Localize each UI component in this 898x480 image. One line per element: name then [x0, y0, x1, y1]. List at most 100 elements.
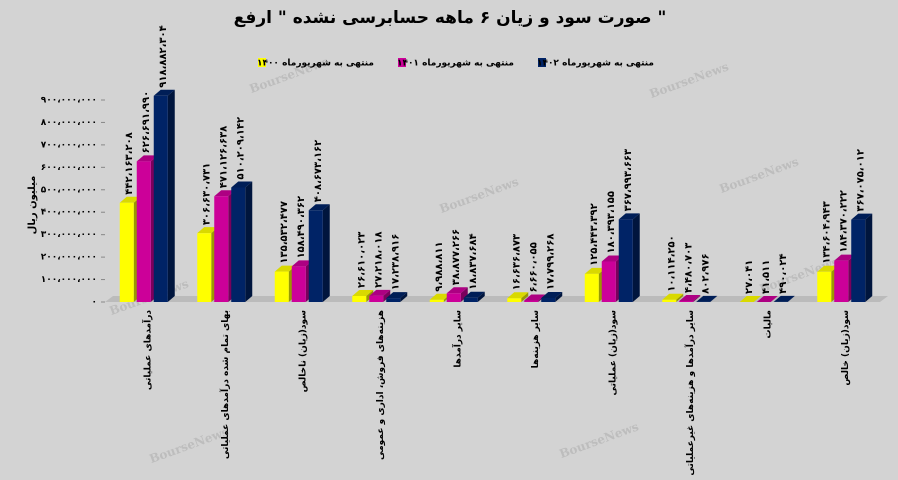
bar-top	[817, 265, 839, 272]
x-tick-label: مالیات	[763, 310, 773, 338]
bar-side	[322, 204, 330, 302]
watermark: BourseNews	[647, 59, 730, 101]
bar-side	[167, 89, 175, 303]
bar-top	[541, 292, 563, 299]
value-label: ۳۶۷،۹۹۳،۶۶۳	[623, 149, 634, 212]
bar-side	[383, 289, 391, 302]
value-label: ۱۰،۱۱۴،۲۵۰	[666, 235, 677, 291]
bar-top	[524, 294, 546, 301]
value-label: ۴۹۰،۰۲۴	[778, 253, 789, 293]
value-label: ۱۷،۷۹۹،۲۶۸	[545, 234, 556, 290]
bar	[231, 187, 246, 302]
bar	[119, 202, 134, 302]
bar	[679, 300, 694, 302]
legend-swatch	[258, 58, 266, 67]
legend-swatch	[538, 58, 546, 67]
bar	[308, 210, 323, 302]
x-tick-label: بهای تمام شده درآمدهای عملیاتی	[219, 310, 231, 459]
x-tick-label: سایر درآمدها	[451, 310, 463, 368]
bar	[369, 295, 384, 302]
bar-top	[679, 294, 701, 301]
watermark: BourseNews	[557, 419, 640, 461]
value-label: ۴۴۲،۱۶۳،۲۰۸	[124, 132, 135, 195]
watermark: BourseNews	[147, 424, 230, 466]
bar-top	[119, 196, 141, 203]
value-label: ۱۸۴،۳۷۰،۲۲۲	[838, 190, 849, 253]
bar	[851, 219, 866, 302]
bar	[463, 297, 478, 302]
bar-top	[618, 213, 640, 220]
y-axis-label: میلیون ریال	[27, 176, 38, 235]
bar-top	[429, 293, 451, 300]
bar	[429, 299, 444, 302]
x-tick-label: سایر هزینه‌ها	[531, 310, 541, 368]
bar-side	[710, 295, 718, 302]
x-tick-label: سود(زیان) ناخالص	[298, 310, 308, 393]
bar	[601, 261, 616, 302]
bar-side	[632, 213, 640, 302]
bar-side	[555, 292, 563, 302]
bar-top	[463, 291, 485, 298]
bar	[662, 299, 677, 302]
bar	[817, 271, 832, 302]
value-label: ۲۷،۲۱۸،۰۱۸	[373, 231, 384, 287]
bar	[834, 260, 849, 302]
value-label: ۱۳۴،۶۰۴،۹۴۳	[821, 201, 832, 264]
y-tick-label: ۳۰۰،۰۰۰،۰۰۰	[41, 230, 97, 240]
value-label: ۸۰۲،۹۷۶	[700, 253, 711, 293]
bar-side	[770, 295, 778, 302]
chart-title: صورت سود و زیان ۶ ماهه حسابرسی نشده " ار…	[234, 8, 667, 28]
y-tick-label: ۵۰۰،۰۰۰،۰۰۰	[41, 185, 97, 195]
bar-side	[477, 291, 485, 302]
value-label: ۴۰۸،۶۷۳،۱۶۲	[313, 140, 324, 203]
value-label: ۱۶،۶۳۶،۸۷۳	[511, 234, 522, 290]
bar-top	[773, 295, 795, 302]
bar	[446, 293, 461, 302]
bar-top	[369, 289, 391, 296]
bar-top	[584, 267, 606, 274]
bar	[584, 273, 599, 302]
value-label: ۲۶،۶۱۰،۰۲۳	[356, 232, 367, 288]
x-tick-label: درآمدهای عملیاتی	[141, 310, 153, 390]
watermark: BourseNews	[437, 174, 520, 216]
value-label: ۹،۹۸۸،۸۱۱	[434, 241, 445, 291]
value-label: ۴۷۱،۱۲۶،۶۳۸	[218, 126, 229, 189]
y-tick-label: ۰	[92, 298, 98, 308]
bar-top	[696, 295, 718, 302]
bar-top	[662, 293, 684, 300]
legend-label: منتهی به شهریورماه ۱۴۰۱	[397, 59, 514, 69]
bar-top	[274, 265, 296, 272]
bar-side	[676, 293, 684, 302]
bar	[291, 266, 306, 302]
value-label: ۱۸۰،۳۹۳،۱۵۵	[606, 191, 617, 254]
x-tick-label: سود(زیان) خالص	[841, 310, 851, 386]
bar-top	[756, 295, 778, 302]
bar	[507, 298, 522, 302]
bar	[197, 233, 212, 302]
value-label: ۴۱،۵۱۱	[761, 260, 772, 294]
bar-top	[308, 204, 330, 211]
bar	[352, 296, 367, 302]
value-label: ۱۲۵،۴۴۳،۳۹۲	[589, 203, 600, 266]
value-label: ۳۰۶،۶۳۰،۷۳۱	[201, 163, 212, 226]
bar	[386, 298, 401, 302]
bar-side	[865, 213, 873, 302]
bar-side	[245, 181, 253, 302]
bar-top	[507, 292, 529, 299]
bar-top	[291, 260, 313, 267]
legend-label: منتهی به شهریورماه ۱۴۰۲	[537, 59, 654, 69]
bar-top	[386, 292, 408, 299]
bar	[618, 219, 633, 302]
value-label: ۱۵۸،۴۹۰،۳۶۲	[296, 196, 307, 259]
bar-top	[446, 287, 468, 294]
value-label: ۳۶۷،۰۷۵،۰۱۲	[855, 149, 866, 212]
bar-side	[753, 295, 761, 302]
y-tick-label: ۴۰۰،۰۰۰،۰۰۰	[41, 208, 97, 218]
bar-top	[214, 190, 236, 197]
y-tick-label: ۸۰۰،۰۰۰،۰۰۰	[41, 118, 97, 128]
value-label: ۹۱۸،۸۸۲،۳۰۴	[158, 25, 169, 88]
y-tick-label: ۲۰۰،۰۰۰،۰۰۰	[41, 253, 97, 263]
bar-top	[851, 213, 873, 220]
bar-top	[739, 295, 761, 302]
value-label: ۲۷،۰۴۱	[744, 260, 755, 294]
